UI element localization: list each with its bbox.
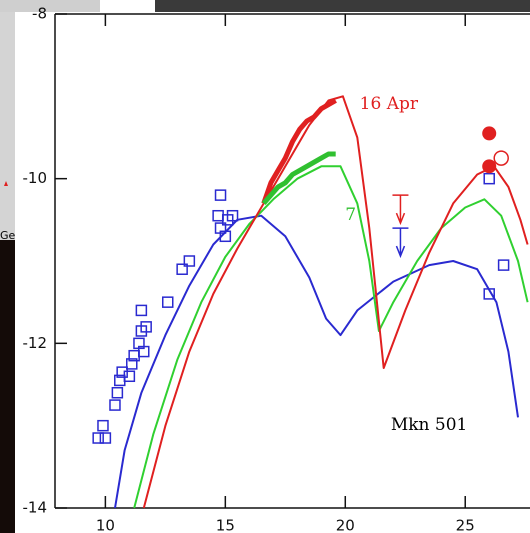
data-point	[493, 150, 509, 166]
data-point	[99, 432, 112, 444]
data-point	[482, 126, 497, 141]
data-point	[219, 230, 232, 243]
data-point	[183, 255, 196, 267]
backdrop-icon	[4, 181, 8, 186]
x-tick-label: 10	[96, 517, 115, 533]
data-point	[140, 321, 152, 333]
y-tick-label: -10	[23, 169, 48, 187]
upper-limit	[392, 194, 409, 226]
data-point	[214, 189, 227, 201]
x-tick-label: 15	[216, 517, 235, 533]
data-point	[111, 386, 124, 399]
data-point	[135, 304, 148, 317]
data-point	[109, 399, 121, 411]
backdrop-strip	[0, 0, 100, 12]
data-point	[92, 432, 104, 444]
annotation: 16 Apr	[360, 94, 419, 114]
data-point	[176, 263, 188, 275]
model-curve	[114, 214, 519, 509]
annotation: 7	[345, 205, 356, 225]
backdrop-image	[0, 240, 15, 533]
backdrop-label: Ge	[0, 229, 16, 242]
data-trace	[261, 151, 336, 206]
x-tick-label: 20	[336, 517, 355, 533]
axes	[54, 13, 530, 509]
data-point	[97, 419, 109, 432]
y-tick-label: -14	[23, 499, 48, 517]
data-point	[138, 345, 150, 358]
backdrop-panel	[0, 12, 15, 240]
upper-limit	[392, 227, 409, 259]
model-curve	[133, 165, 529, 509]
data-trace	[261, 98, 337, 205]
backdrop-strip	[155, 0, 530, 12]
x-tick-label: 25	[456, 517, 475, 533]
annotation: Mkn 501	[391, 415, 468, 435]
data-point	[482, 159, 497, 174]
data-point	[226, 209, 239, 222]
data-point	[483, 172, 495, 185]
data-point	[162, 296, 174, 308]
data-point	[483, 288, 495, 300]
y-tick-label: -8	[32, 5, 47, 23]
data-point	[126, 358, 138, 370]
data-point	[497, 259, 510, 271]
data-point	[123, 370, 136, 383]
y-tick-label: -12	[23, 334, 48, 352]
data-point	[116, 366, 128, 378]
